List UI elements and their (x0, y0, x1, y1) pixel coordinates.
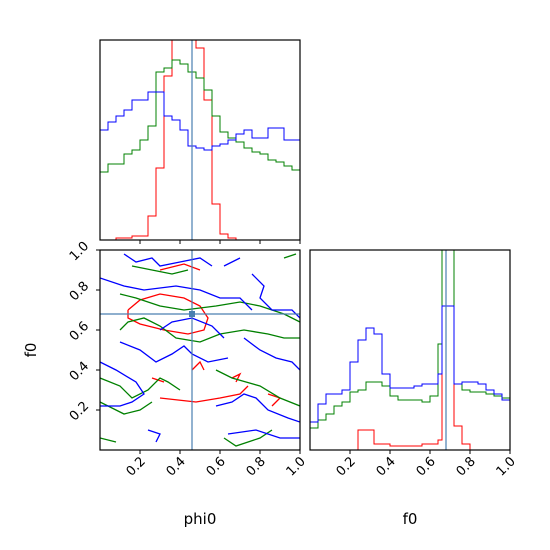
contour-series-1-path-5 (100, 401, 153, 415)
contour-series-2-path-10 (227, 429, 300, 439)
histogram-f0-series-0 (310, 250, 510, 450)
contour-phi0-f0-lines (100, 250, 300, 450)
y-axis-label-f0: f0 (22, 343, 40, 358)
contour-series-1-path-8 (100, 437, 117, 443)
tick-label-x-phi0-4: 1.0 (284, 454, 309, 479)
truth-marker (189, 311, 195, 317)
tick-label-y-f0-0: 0.2 (67, 399, 92, 424)
contour-series-2-path-6 (243, 337, 300, 371)
histogram-panel-phi0 (99, 39, 301, 241)
tick-label-x-f0-3: 0.8 (454, 454, 479, 479)
contour-series-0-path-1 (159, 263, 201, 271)
contour-series-2-path-7 (100, 361, 145, 407)
tick-label-x-f0-4: 1.0 (494, 454, 519, 479)
contour-series-2-path-2 (251, 273, 300, 319)
contour-series-2-path-3 (100, 277, 253, 311)
contour-series-1-path-3 (283, 253, 297, 259)
contour-series-1-path-2 (131, 265, 189, 275)
contour-series-2-path-0 (123, 253, 213, 267)
histogram-f0-series-2 (310, 305, 510, 450)
contour-series-0-path-5 (159, 385, 249, 403)
axis-ticks: 0.2 0.4 0.6 0.8 1.0 0.2 0.4 0.6 0.8 1.0 0.2 0.4 0.6 0… (67, 239, 519, 480)
histogram-panel-f0 (309, 249, 511, 451)
histogram-phi0-frame (99, 39, 301, 241)
histogram-phi0-series-0 (100, 40, 300, 240)
contour-phi0-f0-frame (99, 249, 301, 451)
tick-label-x-phi0-3: 0.8 (244, 454, 269, 479)
tick-label-x-phi0-2: 0.6 (204, 454, 229, 479)
contour-series-1-path-6 (215, 369, 300, 407)
histogram-phi0-series-1 (100, 59, 300, 240)
contour-series-2-path-5 (119, 341, 229, 363)
contour-series-2-path-1 (223, 257, 241, 267)
tick-label-y-f0-1: 0.4 (67, 359, 92, 384)
tick-label-x-phi0-0: 0.2 (124, 454, 149, 479)
contour-series-1-path-4 (100, 377, 181, 399)
tick-label-x-f0-1: 0.4 (374, 454, 399, 479)
histogram-phi0-lines (100, 40, 300, 240)
contour-series-2-path-9 (147, 429, 161, 443)
x-axis-label-phi0: phi0 (184, 510, 217, 528)
contour-series-1-path-1 (119, 317, 300, 343)
tick-label-x-f0-0: 0.2 (334, 454, 359, 479)
contour-panel-phi0-f0 (99, 249, 301, 451)
tick-label-x-f0-2: 0.6 (414, 454, 439, 479)
tick-label-x-phi0-1: 0.4 (164, 454, 189, 479)
histogram-f0-frame (309, 249, 511, 451)
contour-series-0-path-2 (191, 360, 205, 371)
contour-series-0-path-6 (267, 393, 282, 407)
tick-label-y-f0-3: 0.8 (67, 279, 92, 304)
histogram-f0-lines (310, 250, 510, 450)
contour-series-1-path-0 (119, 293, 300, 323)
tick-label-y-f0-4: 1.0 (67, 239, 92, 264)
contour-series-2-path-8 (215, 393, 300, 423)
histogram-phi0-series-2 (100, 91, 300, 240)
histogram-f0-series-1 (310, 250, 510, 450)
x-axis-label-f0: f0 (403, 510, 418, 528)
tick-label-y-f0-2: 0.6 (67, 319, 92, 344)
